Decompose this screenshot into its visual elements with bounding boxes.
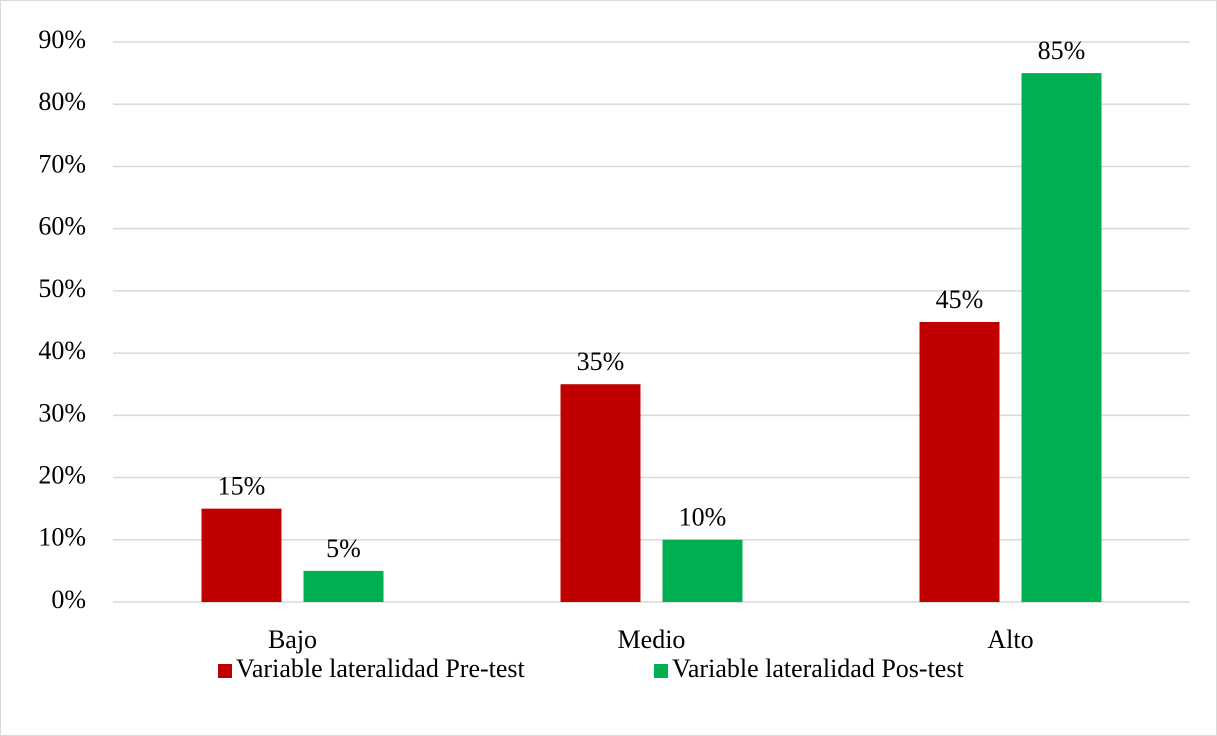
y-tick-label: 10%: [38, 523, 86, 552]
y-tick-label: 50%: [38, 274, 86, 303]
bar: [1021, 73, 1102, 603]
bar: [662, 539, 743, 602]
legend-label: Variable lateralidad Pos-test: [672, 654, 964, 683]
x-tick-label: Alto: [987, 625, 1033, 654]
data-label: 45%: [936, 285, 984, 314]
x-tick-label: Medio: [618, 625, 686, 654]
data-label: 35%: [577, 347, 625, 376]
bar: [560, 384, 641, 602]
data-label: 5%: [326, 534, 361, 563]
bar: [303, 570, 384, 602]
data-label: 15%: [218, 472, 266, 501]
x-tick-label: Bajo: [268, 625, 317, 654]
y-tick-label: 40%: [38, 336, 86, 365]
y-tick-label: 70%: [38, 149, 86, 178]
legend-swatch: [654, 664, 668, 678]
data-label: 10%: [679, 503, 727, 532]
y-tick-label: 90%: [38, 25, 86, 54]
data-label: 85%: [1038, 36, 1086, 65]
bar: [201, 508, 282, 602]
legend-swatch: [218, 664, 232, 678]
y-tick-label: 30%: [38, 398, 86, 427]
y-tick-label: 60%: [38, 212, 86, 241]
y-tick-label: 0%: [51, 585, 86, 614]
legend-label: Variable lateralidad Pre-test: [236, 654, 526, 683]
y-tick-label: 20%: [38, 461, 86, 490]
y-tick-label: 80%: [38, 87, 86, 116]
bar: [919, 322, 1000, 602]
